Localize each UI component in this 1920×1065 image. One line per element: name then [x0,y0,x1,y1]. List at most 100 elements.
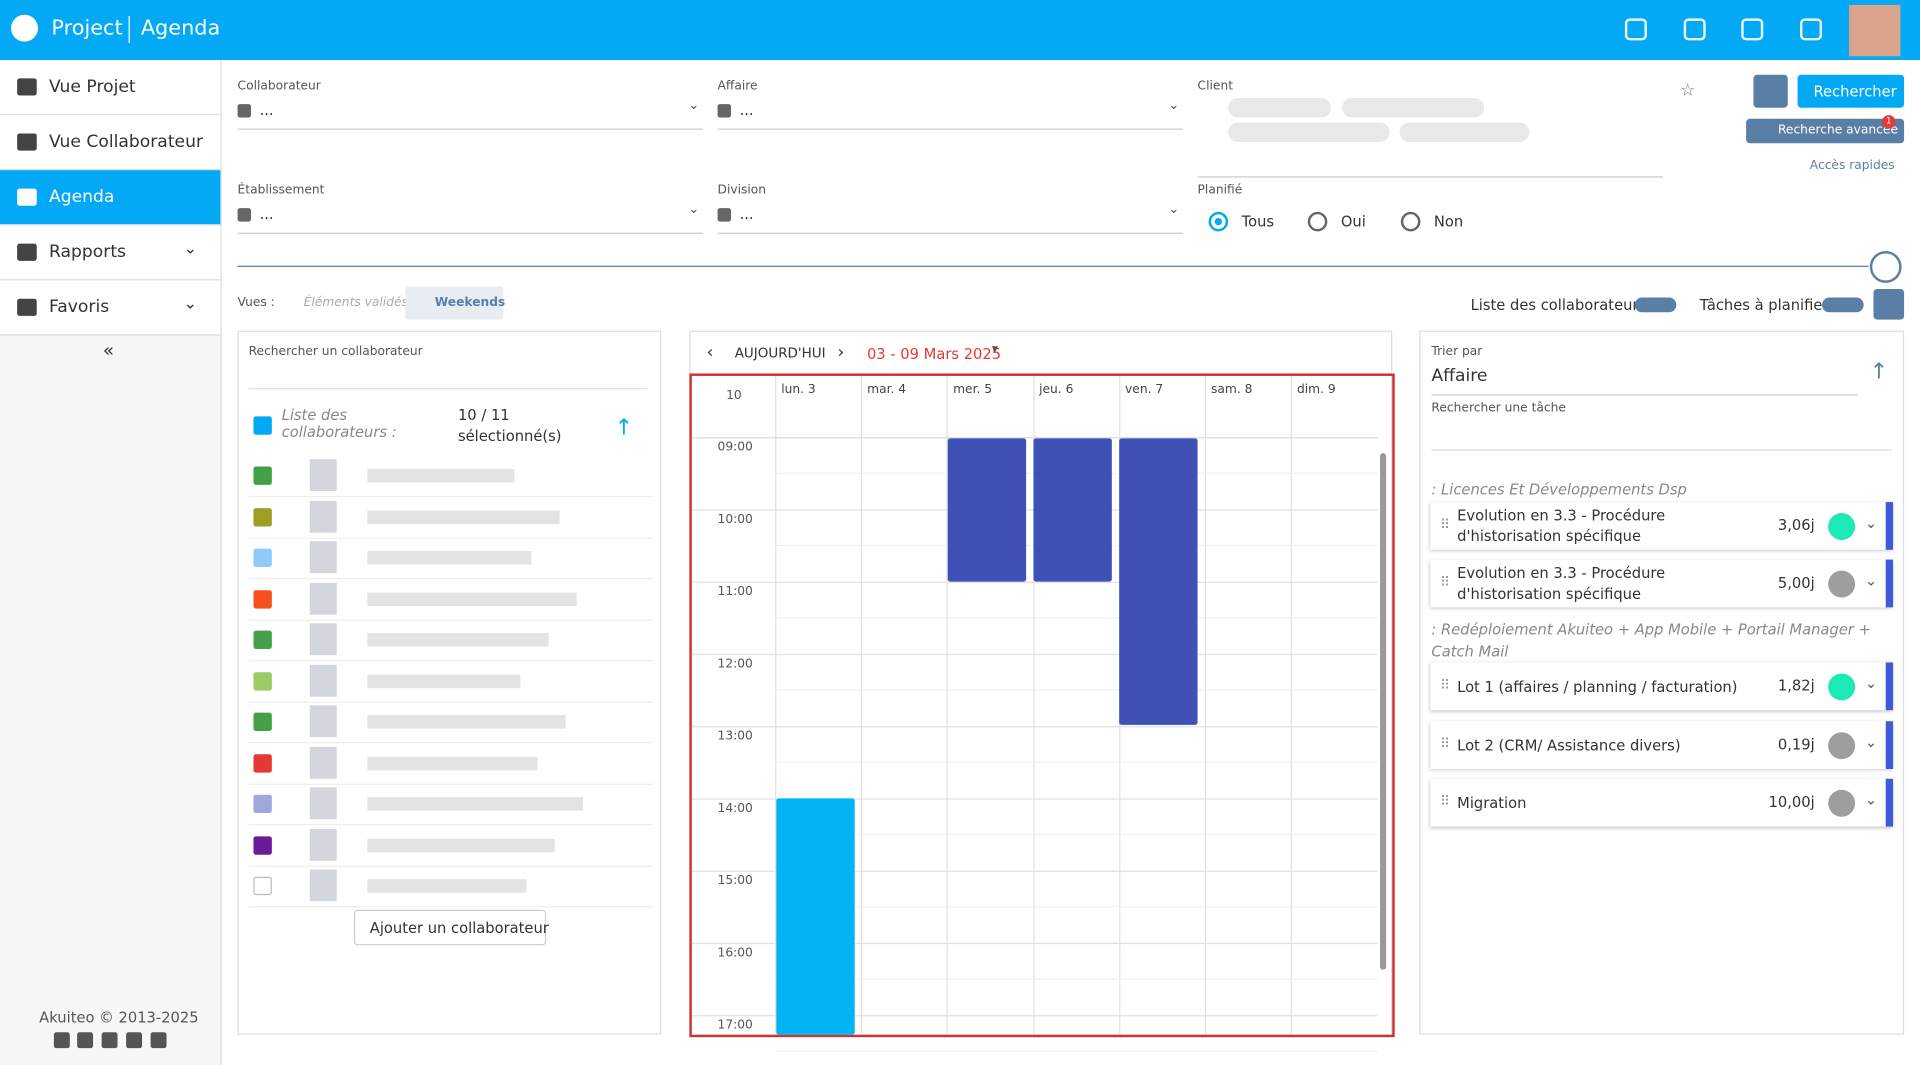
day-col-line [1032,375,1035,1035]
task-card[interactable] [1430,721,1894,769]
collab-checkbox[interactable] [253,794,272,814]
next[interactable]: › [837,342,845,363]
collapse[interactable]: « [102,339,115,362]
social-icon[interactable] [150,1032,167,1049]
collab-search[interactable] [248,364,648,390]
filter-line [717,232,1183,234]
nav-label[interactable]: Vue Projet [48,77,136,97]
advanced-label[interactable]: Recherche avancée [1777,123,1898,138]
client-chip[interactable] [1228,97,1332,118]
sort-icon[interactable]: ↑ [1869,358,1889,385]
task-name[interactable]: Evolution en 3.3 - Procédure d'historisa… [1457,506,1666,545]
collab-avatar [309,828,337,861]
task-expand[interactable]: ⌄ [1864,791,1878,809]
row-line [248,865,653,867]
task-value: 3,06j [1777,516,1815,534]
task-pie [1828,789,1856,817]
nav-chevron: ⌄ [183,240,198,259]
nav-label[interactable]: Vue Collaborateur [48,132,203,152]
row-line [248,536,653,539]
date-range[interactable]: 03 - 09 Mars 2025 [866,345,1002,363]
task-expand[interactable]: ⌄ [1864,571,1878,589]
task-expand[interactable]: ⌄ [1864,514,1878,532]
header-icon[interactable] [1800,18,1823,41]
task-card[interactable] [1430,662,1894,711]
task-card[interactable] [1430,559,1894,608]
task-name[interactable]: Evolution en 3.3 - Procédure d'historisa… [1457,564,1666,603]
prev[interactable]: ‹ [706,342,714,363]
client-chip[interactable] [1228,122,1390,143]
weekends-btn[interactable] [405,286,504,320]
radio-label[interactable]: Tous [1241,213,1275,231]
task-name[interactable]: Lot 2 (CRM/ Assistance divers) [1457,737,1681,755]
task-search[interactable] [1431,422,1892,451]
collab-checkbox[interactable] [253,630,272,649]
social-icon[interactable] [101,1032,118,1049]
filter-label: Établissement [237,183,325,198]
nav-label[interactable]: Agenda [48,187,115,207]
day-label: sam. 8 [1211,383,1253,397]
radio[interactable] [1208,211,1229,232]
filter-input[interactable]: ... [739,101,754,119]
today[interactable]: AUJOURD'HUI [734,345,826,362]
event[interactable] [1119,438,1198,725]
social-icon[interactable] [126,1032,143,1049]
collab-checkbox[interactable] [253,507,272,526]
add-label[interactable]: Ajouter un collaborateur [369,919,549,937]
collab-checkbox[interactable] [253,589,272,608]
event[interactable] [1033,438,1112,582]
collab-count: 10 / 11 [457,406,510,424]
collab-checkbox[interactable] [253,671,272,691]
toggle[interactable] [1634,297,1677,313]
header-icon[interactable] [1624,18,1647,41]
sort-value[interactable]: Affaire [1431,366,1488,386]
advanced-btn[interactable] [1746,118,1905,144]
views-validated[interactable]: Éléments validés [303,296,408,310]
collab-checkbox[interactable] [253,835,272,855]
nav-label[interactable]: Favoris [48,297,110,318]
collab-checkbox[interactable] [253,876,272,896]
event[interactable] [776,798,855,1035]
sort-icon[interactable]: ↑ [614,415,634,441]
event[interactable] [947,438,1027,582]
filter-input[interactable]: ... [259,101,274,119]
filter-input[interactable]: ... [739,205,754,223]
task-expand[interactable]: ⌄ [1864,733,1878,751]
group-label: : Licences Et Développements Dsp [1431,481,1687,499]
day-label: dim. 9 [1296,383,1336,397]
collab-checkbox[interactable] [253,753,272,773]
add-btn[interactable] [353,909,547,946]
task-name[interactable]: Migration [1457,794,1527,812]
print-btn[interactable] [1873,288,1905,320]
collab-checkbox[interactable] [253,548,272,567]
weekends-label[interactable]: Weekends [434,296,506,310]
client-chip[interactable] [1399,122,1530,143]
badge: 1 [1882,115,1896,129]
social-icon[interactable] [53,1032,70,1049]
task-card[interactable] [1430,778,1894,827]
collab-checkbox[interactable] [253,712,272,732]
client-chip[interactable] [1342,97,1485,118]
task-expand[interactable]: ⌄ [1864,674,1878,692]
zoom-btn[interactable] [1869,251,1902,283]
social-icon[interactable] [77,1032,94,1049]
radio[interactable] [1307,211,1328,232]
quick-access[interactable]: Accès rapides [1809,159,1895,173]
search-btn[interactable] [1797,74,1905,108]
row-line [248,660,653,662]
collab-checkbox[interactable] [253,466,272,485]
star[interactable]: ☆ [1680,80,1696,101]
radio[interactable] [1400,211,1421,232]
nav-label[interactable]: Rapports [48,242,126,263]
master-checkbox[interactable] [253,416,272,435]
task-card[interactable] [1430,502,1894,550]
header-icon[interactable] [1683,18,1706,41]
radio-label[interactable]: Non [1433,213,1464,231]
task-name[interactable]: Lot 1 (affaires / planning / facturation… [1457,678,1738,696]
eraser-btn[interactable] [1753,74,1788,108]
filter-input[interactable]: ... [259,205,274,223]
toggle[interactable] [1822,297,1864,313]
radio-label[interactable]: Oui [1340,213,1366,231]
search-label[interactable]: Rechercher [1813,83,1897,101]
header-icon[interactable] [1741,18,1764,41]
